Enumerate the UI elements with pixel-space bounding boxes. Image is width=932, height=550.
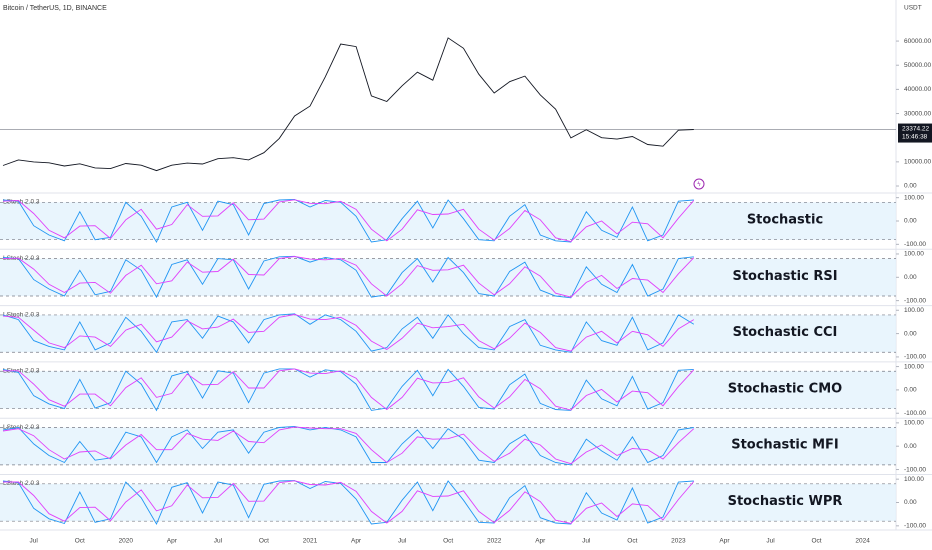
y-tick-label: 0.00 [904,387,917,394]
y-tick-label: 0.00 [904,274,917,281]
pane-title: Stochastic RSI [732,269,837,284]
series-line [2,199,695,242]
event-icon[interactable] [693,178,705,190]
x-tick-label: Oct [259,538,269,545]
y-tick-label: 0.00 [904,330,917,337]
indicator-label: LStoch 2.0.3 [3,480,40,487]
x-tick-label: Apr [167,538,178,545]
indicator-label: LStoch 2.0.3 [3,368,40,375]
series-line [2,314,695,352]
series-line [2,255,694,299]
y-unit: USDT [904,5,922,12]
pane-title: Stochastic MFI [731,438,839,453]
series-line [2,425,694,466]
x-tick-label: Oct [811,538,821,545]
band-fill [0,483,896,522]
band-fill [0,258,896,296]
band-fill [0,371,896,409]
x-tick-label: 2024 [855,538,870,545]
y-tick-label: 0.00 [904,499,917,506]
countdown-label: 15:46:38 [902,133,928,140]
y-tick-label: -100.00 [904,241,926,248]
y-tick-label: 100.00 [904,194,924,201]
x-tick-label: Jul [214,538,223,545]
band-fill [0,202,896,240]
series-line [2,480,694,526]
y-tick-label: 0.00 [904,218,917,225]
y-tick-label: 100.00 [904,363,924,370]
y-tick-label: 40000.00 [904,86,931,93]
x-tick-label: Oct [627,538,637,545]
x-tick-label: Jul [398,538,407,545]
x-tick-label: Apr [719,538,730,545]
y-tick-label: -100.00 [904,297,926,304]
x-tick-label: Jul [30,538,39,545]
y-tick-label: 0.00 [904,183,917,190]
x-tick-label: 2020 [119,538,134,545]
y-tick-label: 100.00 [904,420,924,427]
last-price-tag [898,123,932,143]
series-line [3,368,695,411]
series-line [2,426,695,465]
y-tick-label: 0.00 [904,443,917,450]
y-tick-label: 50000.00 [904,62,931,69]
y-tick-label: 30000.00 [904,110,931,117]
indicator-label: LStoch 2.0.3 [3,311,40,318]
series-line [2,199,694,243]
series-line [3,480,695,524]
event-icon-glyph: ϟ [697,182,701,188]
pane-title: Stochastic CCI [733,325,838,340]
pane-title: Stochastic WPR [728,494,843,509]
x-tick-label: 2021 [303,538,318,545]
y-tick-label: 100.00 [904,251,924,258]
x-tick-label: Oct [443,538,453,545]
pane-title: Stochastic [747,213,823,228]
indicator-label: LStoch 2.0.3 [3,424,40,431]
x-tick-label: Jul [582,538,591,545]
y-tick-label: 60000.00 [904,38,931,45]
y-tick-label: -100.00 [904,354,926,361]
indicator-label: LStoch 2.0.3 [3,255,40,262]
y-tick-label: -100.00 [904,523,926,530]
band-fill [0,427,896,465]
y-tick-label: 10000.00 [904,159,931,166]
series-line [2,37,694,172]
x-tick-label: 2023 [671,538,686,545]
last-price-label: 23374.22 [902,125,929,132]
chart-title: Bitcoin / TetherUS, 1D, BINANCE [3,5,107,12]
y-tick-label: -100.00 [904,466,926,473]
series-line [2,313,695,354]
indicator-label: LStoch 2.0.3 [3,199,40,206]
x-tick-label: Jul [766,538,775,545]
x-tick-label: 2022 [487,538,502,545]
series-line [2,368,694,412]
x-tick-label: Apr [351,538,362,545]
y-tick-label: 100.00 [904,476,924,483]
x-tick-label: Apr [535,538,546,545]
series-line [2,256,695,298]
y-tick-label: -100.00 [904,410,926,417]
pane-title: Stochastic CMO [728,381,842,396]
y-tick-label: 100.00 [904,307,924,314]
x-tick-label: Oct [75,538,85,545]
